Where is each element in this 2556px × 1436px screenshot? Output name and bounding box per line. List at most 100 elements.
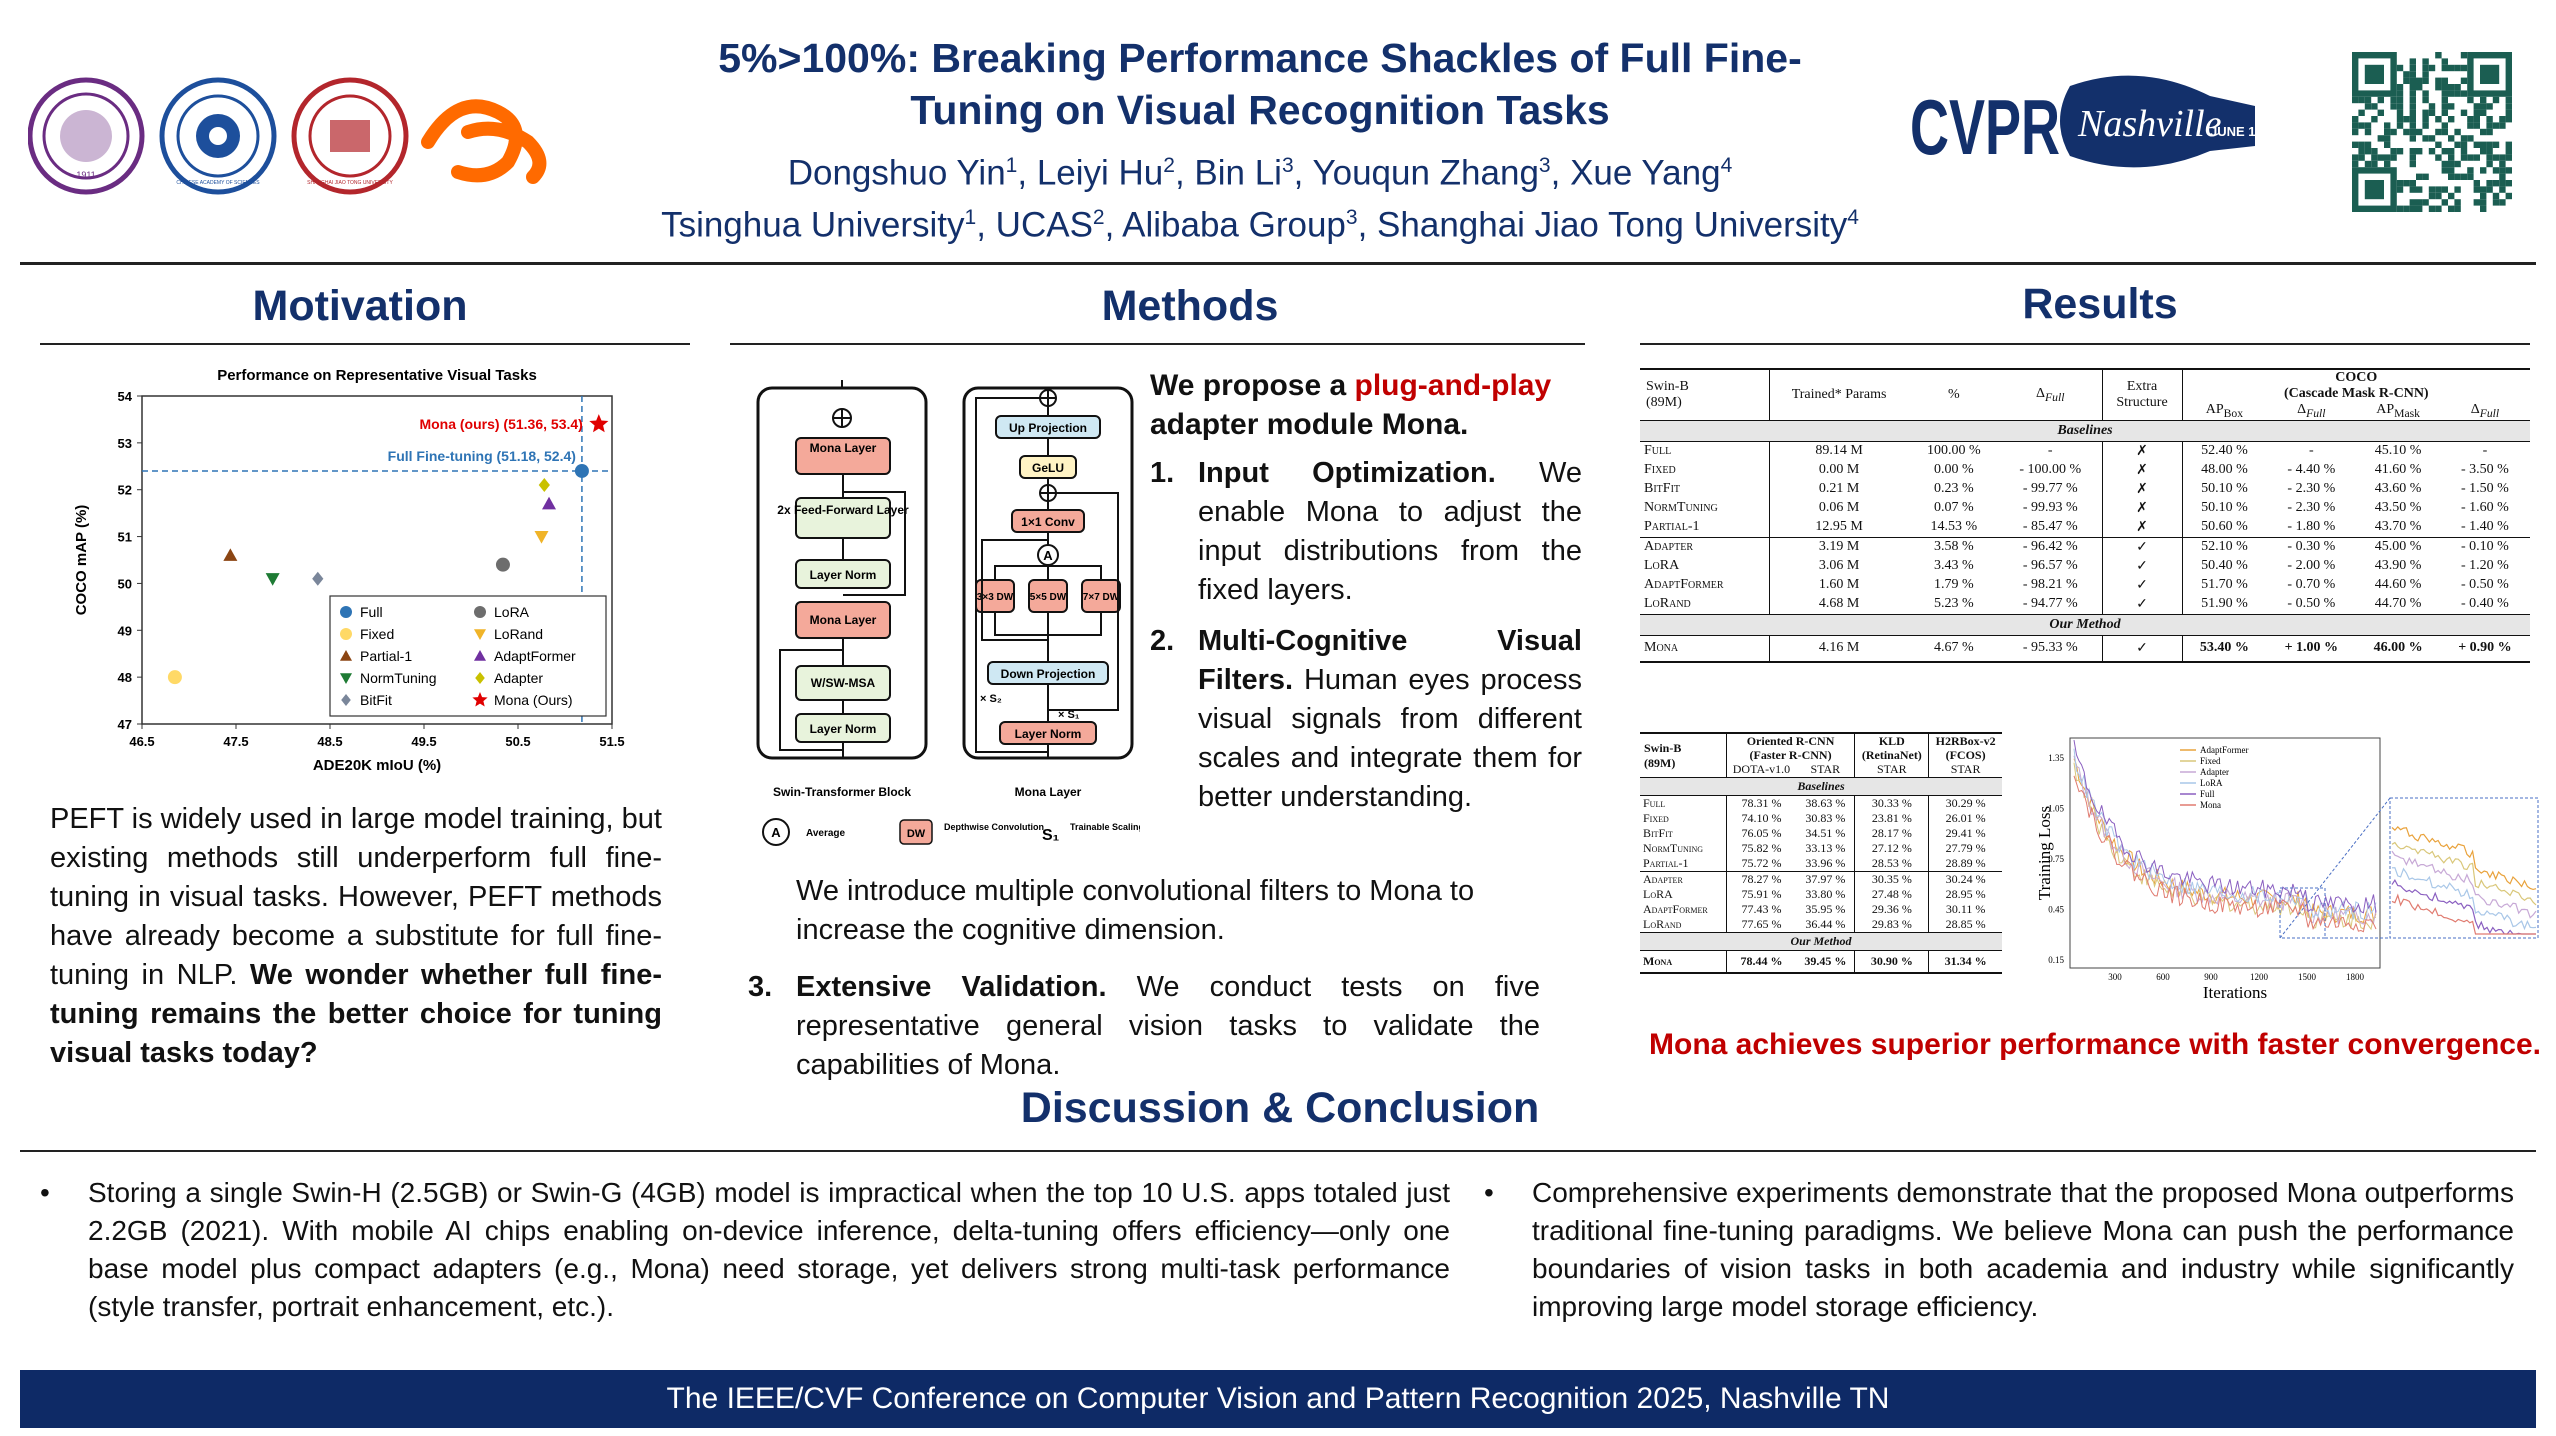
footer-bar: The IEEE/CVF Conference on Computer Visi…	[20, 1370, 2536, 1428]
loss-y-tick: 0.45	[2048, 905, 2064, 915]
left-caption: Swin-Transformer Block	[773, 785, 911, 799]
bullet-icon: •	[40, 1177, 50, 1208]
legend-entry: BitFit	[341, 692, 392, 708]
svg-text:Adapter: Adapter	[2200, 767, 2229, 777]
table-row: Full 89.14 M 100.00 % - ✗ 52.40 % -45.10 % -	[1644, 441, 2488, 461]
discussion-divider	[20, 1150, 2536, 1152]
point-mona-ours-	[589, 414, 609, 433]
svg-text:Mona: Mona	[2200, 800, 2221, 810]
loss-curve	[2073, 740, 2377, 914]
legend-entry: NormTuning	[340, 670, 437, 686]
point-adaptformer	[542, 496, 557, 510]
y-tick-label: 51	[118, 530, 132, 545]
conclusion-left-text: Storing a single Swin-H (2.5GB) or Swin-…	[88, 1177, 1450, 1322]
seal-year: 1911	[76, 170, 95, 180]
conclusion-right: • Comprehensive experiments demonstrate …	[1484, 1174, 2514, 1326]
seal-sjtu-text: SHANGHAI JIAO TONG UNIVERSITY	[307, 180, 393, 186]
loss-x-label: Iterations	[2203, 983, 2267, 1002]
bullet-icon: •	[1484, 1177, 1494, 1208]
poster-title: 5%>100%: Breaking Performance Shackles o…	[560, 32, 1960, 136]
svg-text:AdaptFormer: AdaptFormer	[494, 648, 576, 664]
average-symbol: A	[1043, 548, 1053, 563]
table-row: LoRA 3.06 M 3.43 % - 96.57 % ✓ 50.40 % - 2.00 …	[1644, 556, 2509, 576]
scale-s1: × S₁	[1058, 709, 1080, 721]
table-row: Partial-1 75.72 % 33.96 % 28.53 % 28.89 %	[1640, 856, 2002, 872]
table-row: AdaptFormer 1.60 M 1.79 % - 98.21 % ✓ 51.70 %…	[1644, 575, 2509, 595]
y-tick-label: 52	[118, 483, 132, 498]
qr-code[interactable]	[2352, 52, 2513, 213]
loss-x-tick: 600	[2156, 972, 2170, 982]
point-lora	[495, 557, 510, 572]
scatter-chart: Performance on Representative Visual Tas…	[70, 358, 650, 788]
authors-line: Dongshuo Yin1, Leiyi Hu2, Bin Li3, Youqu…	[787, 153, 1733, 193]
loss-legend-entry: LoRA	[2180, 778, 2223, 788]
y-axis-label: COCO mAP (%)	[73, 505, 90, 616]
methods-list: We propose a plug-and-play adapter modul…	[1150, 366, 1582, 817]
cvpr-text: CVPR	[1910, 83, 2060, 171]
table-row: BitFit 76.05 % 34.51 % 28.17 % 29.41 %	[1640, 826, 2002, 841]
author: Dongshuo Yin	[787, 153, 1006, 193]
motivation-question: We wonder whether full fine-tuning remai…	[50, 959, 662, 1069]
cas-seal: CHINESE ACADEMY OF SCIENCES	[159, 77, 277, 195]
affiliation: Tsinghua University	[661, 205, 965, 245]
qr-code-icon[interactable]	[2352, 52, 2513, 213]
annotation-full: Full Fine-tuning (51.18, 52.4)	[388, 448, 576, 464]
title-line-1: 5%>100%: Breaking Performance Shackles o…	[718, 35, 1802, 81]
method-item-1: 1. Input Optimization. We enable Mona to…	[1150, 457, 1582, 606]
affiliations-line: Tsinghua University1, UCAS2, Alibaba Gro…	[661, 205, 1859, 245]
legend-depthwise: Depthwise Convolution	[944, 822, 1044, 832]
table-row: Adapter 78.27 % 37.97 % 30.35 % 30.24 %	[1640, 871, 2002, 887]
left-block-1: Mona Layer	[810, 441, 877, 455]
x-tick-label: 46.5	[129, 734, 154, 749]
table-row: AdaptFormer 77.43 % 35.95 % 29.36 % 30.11 %	[1640, 902, 2002, 917]
y-tick-label: 48	[118, 670, 132, 685]
table-row: Partial-1 12.95 M 14.53 % - 85.47 % ✗ 50.60 %…	[1640, 517, 2530, 538]
loss-x-tick: 1500	[2298, 972, 2317, 982]
method-item-2: 2. Multi-Cognitive Visual Filters. Human…	[1150, 625, 1582, 813]
zoom-region	[2279, 887, 2326, 939]
table-row: Fixed 0.00 M 0.00 % - 100.00 % ✗ 48.00 % - 4.4…	[1644, 460, 2509, 480]
table-row: Mona 4.16 M 4.67 % - 95.33 % ✓ 53.40 % + 1.00 …	[1640, 635, 2530, 662]
legend-dw-symbol: DW	[907, 828, 926, 840]
right-block-6: 7×7 DW	[1083, 592, 1120, 603]
architecture-diagram: Mona Layer 2x Feed-Forward Layer Layer N…	[756, 380, 1144, 846]
table-row: NormTuning 0.06 M 0.07 % - 99.93 % ✗ 50.10 % -…	[1644, 498, 2509, 518]
x-tick-label: 47.5	[223, 734, 248, 749]
table-row: NormTuning 75.82 % 33.13 % 27.12 % 27.79 %	[1640, 841, 2002, 856]
scale-s2: × S₂	[980, 693, 1002, 705]
svg-text:Fixed: Fixed	[2200, 756, 2221, 766]
author: Youqun Zhang	[1312, 153, 1539, 193]
left-block-5: W/SW-MSA	[811, 676, 876, 690]
sjtu-seal: SHANGHAI JIAO TONG UNIVERSITY	[291, 77, 409, 195]
svg-text:NormTuning: NormTuning	[360, 670, 437, 686]
y-tick-label: 50	[118, 576, 132, 591]
table-row: Fixed 74.10 % 30.83 % 23.81 % 26.01 %	[1640, 811, 2002, 826]
right-block-3: 1×1 Conv	[1021, 515, 1075, 529]
header-divider	[20, 262, 2536, 265]
svg-text:LoRand: LoRand	[494, 626, 543, 642]
right-block-8: Layer Norm	[1015, 727, 1082, 741]
methods-heading: Methods	[1101, 282, 1279, 330]
right-block-7: Down Projection	[1001, 667, 1096, 681]
table-row: LoRand 4.68 M 5.23 % - 94.77 % ✓ 51.90 % - 0.5…	[1640, 594, 2530, 615]
loss-x-tick: 1800	[2346, 972, 2365, 982]
table-section-row: Our Method	[1640, 613, 2530, 636]
results-table-dota: Swin-B (89M) Oriented R-CNN (Faster R-CNN)…	[1640, 732, 2002, 974]
title-line-2: Tuning on Visual Recognition Tasks	[910, 87, 1610, 133]
conv-text: We introduce multiple convolutional filt…	[796, 875, 1475, 946]
loss-y-tick: 1.05	[2048, 804, 2064, 814]
left-block-2: 2x Feed-Forward Layer	[777, 503, 909, 517]
loss-legend-entry: Mona	[2180, 800, 2221, 810]
legend-entry: Mona (Ours)	[472, 692, 573, 708]
chart-title: Performance on Representative Visual Tas…	[217, 367, 537, 384]
methods-divider	[730, 343, 1585, 345]
left-block-3: Layer Norm	[810, 568, 877, 582]
cvpr-nashville-logo: CVPR Nashville JUNE 11-15, 2025	[1910, 75, 2317, 171]
point-normtuning	[265, 573, 280, 586]
svg-text:Fixed: Fixed	[360, 626, 394, 642]
conclusion-right-text: Comprehensive experiments demonstrate th…	[1532, 1177, 2514, 1322]
table-row: LoRand 77.65 % 36.44 % 29.83 % 28.85 %	[1640, 917, 2002, 933]
legend-entry: Adapter	[475, 670, 543, 686]
right-block-4: 3×3 DW	[977, 592, 1014, 603]
loss-x-tick: 1200	[2250, 972, 2269, 982]
